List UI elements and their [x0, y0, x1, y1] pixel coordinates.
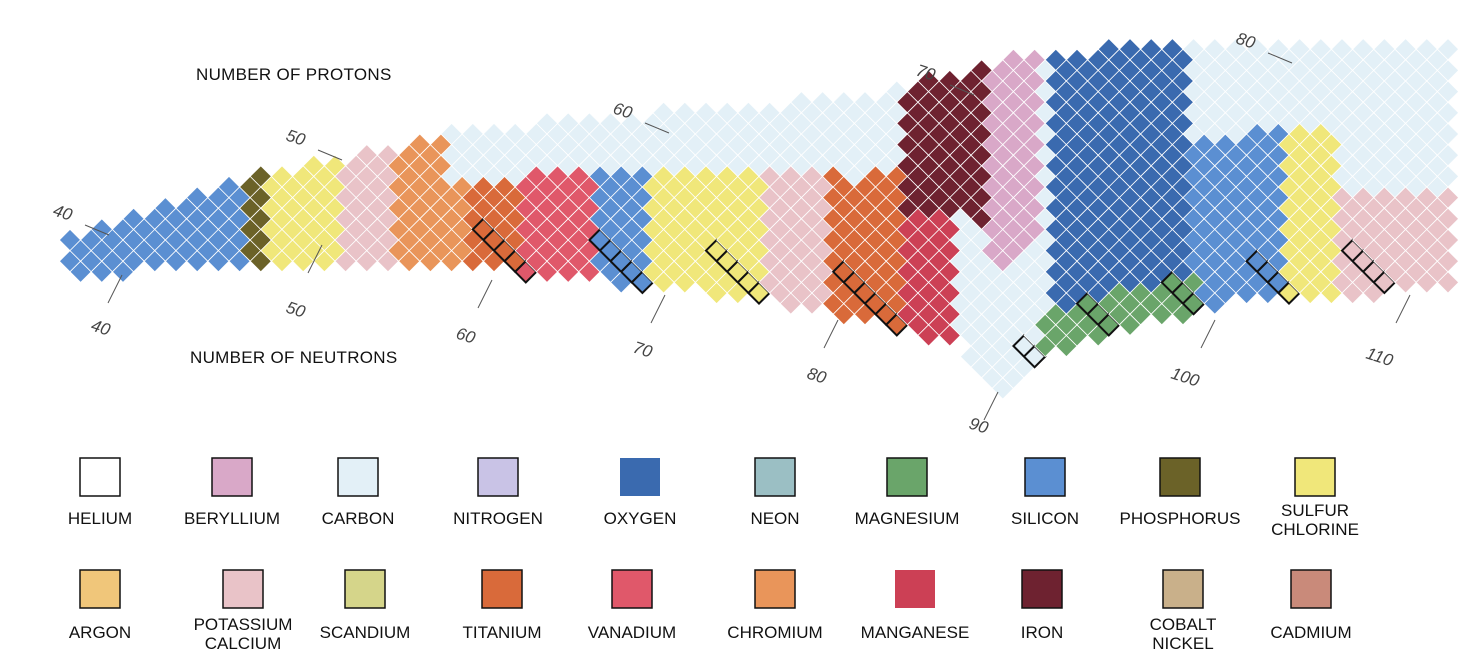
legend-label: CHLORINE [1271, 520, 1359, 539]
neutron-tick-label: 50 [284, 298, 308, 322]
neutron-tick-label: 100 [1169, 364, 1202, 391]
legend-swatch [481, 569, 523, 609]
legend-swatch [477, 457, 519, 497]
legend-label: OXYGEN [604, 509, 677, 528]
tick-line [1200, 319, 1216, 349]
proton-tick-label: 50 [284, 126, 308, 150]
legend-swatch [1024, 457, 1066, 497]
tick-line [317, 149, 343, 161]
legend-label: NITROGEN [453, 509, 543, 528]
legend-swatch [754, 457, 796, 497]
legend-label: HELIUM [68, 509, 132, 528]
legend-label: CALCIUM [205, 634, 282, 653]
tick-line [650, 294, 666, 324]
legend-swatch [211, 457, 253, 497]
cell [1436, 271, 1460, 294]
legend-swatch [895, 570, 935, 608]
tick-line [644, 122, 670, 134]
legend-swatch [344, 569, 386, 609]
legend-swatch [79, 457, 121, 497]
legend-swatch [1021, 569, 1063, 609]
legend-swatch [1290, 569, 1332, 609]
tick-line [477, 279, 493, 309]
legend-label: ARGON [69, 623, 131, 642]
legend-label: MAGNESIUM [855, 509, 960, 528]
tick-line [949, 84, 975, 96]
legend-label: POTASSIUM [194, 615, 293, 634]
legend-label: PHOSPHORUS [1120, 509, 1241, 528]
neutron-tick-label: 40 [89, 316, 113, 340]
legend-swatch [754, 569, 796, 609]
legend-label: NEON [750, 509, 799, 528]
legend-label: COBALT [1150, 615, 1217, 634]
legend-swatch [1159, 457, 1201, 497]
legend-swatch [1162, 569, 1204, 609]
legend-label: MANGANESE [861, 623, 970, 642]
neutron-tick-label: 60 [454, 324, 478, 348]
neutron-tick-label: 110 [1364, 344, 1396, 371]
tick-line [983, 391, 999, 421]
tick-line [307, 244, 323, 274]
tick-line [1395, 294, 1411, 324]
legend-swatch [611, 569, 653, 609]
neutron-axis-title: NUMBER OF NEUTRONS [190, 348, 398, 367]
legend-label: CADMIUM [1270, 623, 1351, 642]
tick-line [823, 319, 839, 349]
legend-label: SILICON [1011, 509, 1079, 528]
legend: HELIUM BERYLLIUM CARBON NITROGEN OXYGEN NEON M… [68, 457, 1359, 653]
legend-swatch [620, 458, 660, 496]
legend-swatch [337, 457, 379, 497]
proton-axis-title: NUMBER OF PROTONS [196, 65, 392, 84]
legend-swatch [222, 569, 264, 609]
legend-label: SULFUR [1281, 501, 1349, 520]
legend-label: VANADIUM [588, 623, 676, 642]
cell-grid [58, 38, 1460, 400]
legend-label: IRON [1021, 623, 1064, 642]
legend-swatch [1294, 457, 1336, 497]
legend-label: BERYLLIUM [184, 509, 280, 528]
neutron-tick-label: 70 [631, 338, 655, 362]
legend-label: CHROMIUM [727, 623, 822, 642]
legend-swatch [886, 457, 928, 497]
tick-line [107, 274, 123, 304]
neutron-tick-label: 80 [805, 364, 829, 388]
legend-label: TITANIUM [462, 623, 541, 642]
legend-label: SCANDIUM [320, 623, 411, 642]
tick-line [1267, 52, 1293, 64]
legend-swatch [79, 569, 121, 609]
legend-label: NICKEL [1152, 634, 1213, 653]
legend-label: CARBON [322, 509, 395, 528]
neutron-tick-label: 90 [967, 414, 991, 438]
proton-tick-label: 40 [51, 201, 75, 225]
tick-line [84, 224, 110, 236]
